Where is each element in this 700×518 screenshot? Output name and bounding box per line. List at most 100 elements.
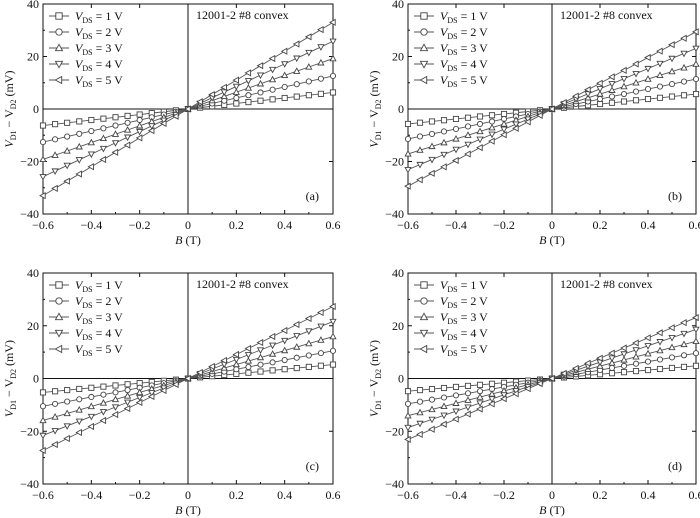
legend-marker [419, 75, 428, 85]
data-point [245, 92, 252, 99]
data-point [416, 119, 424, 126]
data-point [416, 387, 424, 394]
data-point [476, 393, 484, 400]
data-point [305, 363, 312, 370]
chart-annotation: 12001-2 #8 convex [196, 277, 289, 291]
data-point [668, 324, 675, 332]
y-tick-label: 20 [27, 50, 39, 64]
data-point [63, 147, 71, 154]
data-point [317, 44, 325, 51]
data-point [608, 355, 616, 362]
data-point [608, 99, 616, 106]
data-point [244, 352, 253, 359]
data-point [123, 404, 131, 413]
data-point [329, 18, 336, 26]
data-point [88, 116, 95, 124]
x-tick-label: −0.6 [32, 218, 54, 232]
data-point [428, 405, 436, 413]
data-point [245, 363, 252, 371]
data-point [464, 410, 471, 418]
data-point [51, 413, 59, 420]
data-point [632, 347, 640, 354]
data-point [452, 125, 460, 132]
data-point [596, 79, 603, 87]
legend-label: VDS = 2 V [75, 294, 123, 310]
data-point [196, 368, 203, 377]
data-point [304, 314, 312, 323]
data-point [281, 71, 289, 79]
data-point [680, 363, 688, 370]
data-point [39, 192, 46, 200]
data-point [692, 28, 699, 36]
x-tick-label: −0.4 [80, 488, 102, 502]
x-tick-label: 0 [185, 488, 191, 502]
data-point [281, 366, 288, 373]
data-point [488, 396, 496, 403]
data-point [292, 320, 300, 329]
data-point [560, 98, 567, 107]
data-point [317, 362, 324, 369]
data-point [268, 66, 277, 74]
y-tick-label: −20 [20, 424, 39, 438]
x-tick-label: −0.6 [397, 218, 419, 232]
data-point [464, 123, 472, 130]
data-point [293, 67, 301, 74]
data-point [692, 76, 700, 83]
data-point [488, 380, 496, 387]
y-axis-label: VD1 − VD2 (mV) [2, 340, 18, 417]
x-tick-label: 0.4 [641, 218, 656, 232]
data-point [656, 329, 663, 337]
data-point [317, 75, 324, 82]
data-point [99, 145, 108, 153]
legend-label: VDS = 4 V [75, 326, 123, 342]
y-tick-label: 40 [27, 0, 39, 11]
data-point [512, 390, 519, 398]
data-point [440, 163, 447, 171]
data-point [488, 390, 496, 397]
data-point [244, 78, 253, 85]
data-point [293, 343, 301, 350]
data-point [668, 81, 676, 88]
panel-label: (b) [668, 189, 682, 203]
data-point [416, 133, 424, 140]
data-point [148, 390, 156, 397]
data-point [111, 130, 120, 137]
legend-marker [54, 43, 64, 52]
legend-marker [55, 28, 63, 36]
data-point [52, 121, 59, 128]
x-tick-label: −0.4 [445, 488, 467, 502]
data-point [668, 343, 676, 351]
x-tick-label: −0.6 [32, 488, 54, 502]
data-point [281, 94, 288, 102]
data-point [317, 90, 324, 97]
legend-marker [55, 297, 63, 305]
x-axis-label: B (T) [539, 233, 565, 247]
data-point [75, 170, 82, 178]
data-point [632, 352, 640, 360]
data-point [99, 399, 108, 406]
data-point [305, 352, 312, 359]
data-point [404, 135, 412, 142]
series-5 [404, 28, 699, 190]
data-point [668, 41, 675, 49]
chart-panel: −0.6 −0.4 −0.2 0 0.2 0.4 0.6 −40 −20 0 20 40 B (T) VD… [367, 0, 700, 247]
data-point [644, 86, 652, 93]
data-point [488, 112, 496, 119]
legend-marker [419, 43, 429, 52]
data-point [632, 97, 640, 104]
data-point [692, 90, 700, 98]
data-point [87, 413, 95, 421]
data-point [124, 381, 131, 388]
legend-marker [420, 281, 428, 289]
data-point [680, 352, 688, 359]
chart-annotation: 12001-2 #8 convex [196, 8, 289, 22]
y-tick-label: −20 [20, 155, 39, 169]
data-point [148, 123, 156, 130]
data-point [281, 337, 289, 345]
data-point [256, 353, 265, 361]
data-point [428, 142, 436, 150]
data-point [596, 86, 604, 93]
legend-label: VDS = 2 V [440, 294, 488, 310]
data-point [123, 126, 132, 133]
